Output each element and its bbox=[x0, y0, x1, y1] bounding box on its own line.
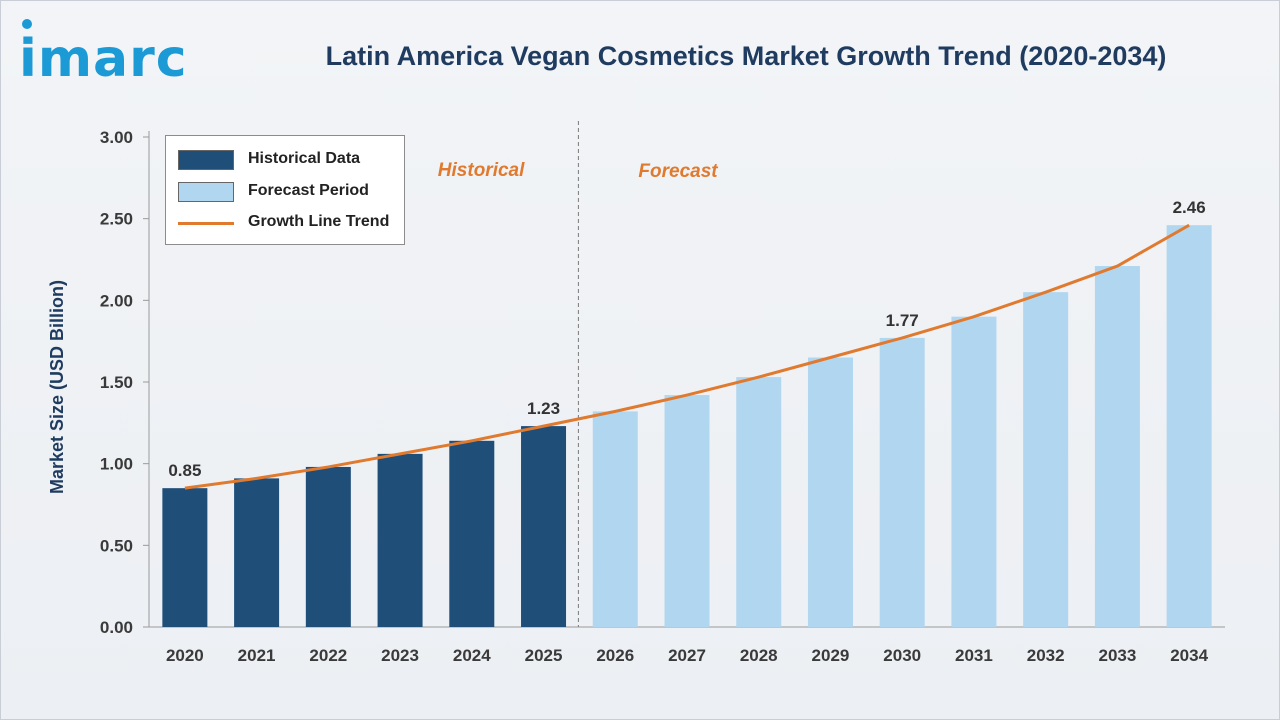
legend-line-trend bbox=[178, 222, 234, 225]
y-tick-label: 3.00 bbox=[100, 128, 133, 147]
y-tick-label: 0.00 bbox=[100, 618, 133, 637]
bar-historical-2025 bbox=[521, 426, 567, 627]
bar-forecast-2026 bbox=[592, 411, 638, 627]
x-tick-label-2027: 2027 bbox=[668, 646, 706, 665]
region-label-forecast: Forecast bbox=[638, 161, 718, 182]
data-label-2020: 0.85 bbox=[168, 461, 201, 480]
bar-historical-2021 bbox=[234, 478, 280, 627]
legend-item-forecast: Forecast Period bbox=[178, 180, 398, 204]
y-tick-label: 2.00 bbox=[100, 291, 133, 310]
x-tick-label-2023: 2023 bbox=[381, 646, 419, 665]
bar-forecast-2028 bbox=[736, 377, 782, 627]
legend-item-historical: Historical Data bbox=[178, 148, 398, 172]
legend-swatch-historical bbox=[178, 150, 234, 170]
x-tick-label-2032: 2032 bbox=[1027, 646, 1065, 665]
imarc-logo: imarc bbox=[19, 19, 209, 89]
bar-forecast-2032 bbox=[1023, 292, 1069, 627]
x-tick-label-2034: 2034 bbox=[1170, 646, 1208, 665]
y-tick-label: 1.00 bbox=[100, 455, 133, 474]
x-tick-label-2024: 2024 bbox=[453, 646, 491, 665]
x-tick-label-2031: 2031 bbox=[955, 646, 993, 665]
x-tick-label-2029: 2029 bbox=[812, 646, 850, 665]
growth-trend-line bbox=[184, 223, 1190, 490]
data-label-2030: 1.77 bbox=[886, 311, 919, 330]
bar-historical-2020 bbox=[162, 488, 208, 627]
bar-historical-2022 bbox=[305, 466, 351, 627]
x-tick-label-2026: 2026 bbox=[596, 646, 634, 665]
bar-forecast-2029 bbox=[807, 357, 853, 627]
bar-forecast-2030 bbox=[879, 337, 925, 627]
x-tick-label-2028: 2028 bbox=[740, 646, 778, 665]
legend-label-historical: Historical Data bbox=[248, 150, 361, 167]
x-tick-label-2033: 2033 bbox=[1098, 646, 1136, 665]
chart-title: Latin America Vegan Cosmetics Market Gro… bbox=[325, 41, 1167, 71]
legend-label-forecast: Forecast Period bbox=[248, 182, 369, 199]
bar-historical-2023 bbox=[377, 453, 423, 627]
region-label-historical: Historical bbox=[438, 160, 525, 181]
data-label-2025: 1.23 bbox=[527, 399, 560, 418]
bar-forecast-2033 bbox=[1094, 266, 1140, 627]
x-tick-label-2021: 2021 bbox=[238, 646, 276, 665]
chart-legend: Historical Data Forecast Period Growth L… bbox=[165, 135, 405, 245]
bar-forecast-2031 bbox=[951, 316, 997, 627]
bar-historical-2024 bbox=[449, 440, 495, 627]
x-tick-label-2022: 2022 bbox=[309, 646, 347, 665]
legend-swatch-forecast bbox=[178, 182, 234, 202]
bar-forecast-2034 bbox=[1166, 225, 1212, 627]
x-tick-label-2020: 2020 bbox=[166, 646, 204, 665]
legend-label-trend: Growth Line Trend bbox=[248, 213, 390, 230]
x-tick-label-2025: 2025 bbox=[525, 646, 563, 665]
y-tick-label: 1.50 bbox=[100, 373, 133, 392]
data-label-2034: 2.46 bbox=[1173, 198, 1206, 217]
legend-item-trend: Growth Line Trend bbox=[178, 211, 398, 235]
y-tick-label: 2.50 bbox=[100, 210, 133, 229]
bar-forecast-2027 bbox=[664, 395, 710, 627]
x-tick-label-2030: 2030 bbox=[883, 646, 921, 665]
y-axis-label: Market Size (USD Billion) bbox=[47, 280, 67, 494]
y-tick-label: 0.50 bbox=[100, 536, 133, 555]
